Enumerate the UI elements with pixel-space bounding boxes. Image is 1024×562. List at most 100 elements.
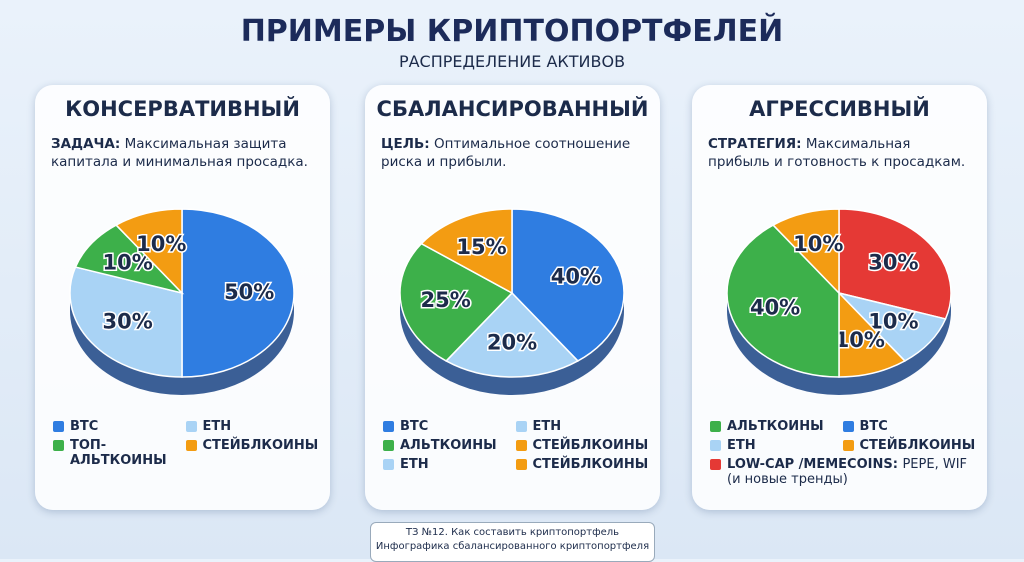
value-label: 20% bbox=[487, 330, 537, 354]
pie-slice bbox=[771, 208, 840, 295]
legend-note: PEPE, WIF (и новые тренды) bbox=[727, 457, 968, 487]
card-title: КОНСЕРВАТИВНЫЙ bbox=[65, 97, 300, 121]
legend-label: BTC bbox=[859, 419, 888, 434]
pie-slice bbox=[726, 224, 840, 378]
legend-label: АЛЬТКОИНЫ bbox=[400, 438, 497, 453]
legend-label: ETH bbox=[727, 438, 756, 453]
legend-item: ETH bbox=[185, 419, 319, 434]
legend-text: АЛЬТКОИНЫ bbox=[727, 419, 824, 434]
goal-label: СТРАТЕГИЯ: bbox=[708, 136, 802, 152]
legend: BTC ETH АЛЬТКОИНЫ СТЕЙБЛКОИНЫ ETH СТЕЙБЛКОИНЫ bbox=[383, 419, 648, 476]
legend-text: ETH bbox=[533, 419, 562, 434]
legend-item: LOW-CAP /MEMECOINS: PEPE, WIF (и новые т… bbox=[710, 457, 975, 487]
legend-item: АЛЬТКОИНЫ bbox=[383, 438, 516, 453]
pie-slice bbox=[420, 208, 513, 295]
value-label: 15% bbox=[456, 235, 506, 259]
legend-label: BTC bbox=[400, 419, 429, 434]
value-label: 10% bbox=[136, 232, 186, 256]
legend-text: СТЕЙБЛКОИНЫ bbox=[533, 438, 649, 453]
page-subtitle: РАСПРЕДЕЛЕНИЕ АКТИВОВ bbox=[398, 52, 626, 71]
legend-text: ETH bbox=[727, 438, 756, 453]
legend-text: BTC bbox=[70, 419, 98, 434]
portfolio-card: АГРЕССИВНЫЙ СТРАТЕГИЯ: Максимальная прибы… bbox=[692, 85, 987, 510]
footer: ТЗ №12. Как составить криптопортфель Инф… bbox=[370, 522, 655, 562]
card-title: АГРЕССИВНЫЙ bbox=[749, 97, 930, 121]
legend-text: СТЕЙБЛКОИНЫ bbox=[533, 457, 649, 472]
goal-label: ЗАДАЧА: bbox=[51, 136, 121, 152]
value-label: 50% bbox=[224, 280, 274, 304]
legend-swatch bbox=[185, 440, 197, 451]
legend-label: LOW-CAP /MEMECOINS: bbox=[727, 457, 898, 472]
legend-item: СТЕЙБЛКОИНЫ bbox=[185, 438, 319, 468]
legend-swatch bbox=[842, 421, 854, 432]
goal-text: Максимальная прибыль и готовность к прос… bbox=[708, 136, 966, 170]
legend-text: ETH bbox=[400, 457, 429, 472]
legend-item: ETH bbox=[710, 438, 843, 453]
legend-swatch bbox=[842, 440, 854, 451]
pie-chart: 50%30%10%10% bbox=[69, 208, 295, 395]
legend-swatch bbox=[515, 421, 527, 432]
legend-text: АЛЬТКОИНЫ bbox=[400, 438, 497, 453]
value-label: 10% bbox=[835, 328, 885, 352]
page-title: ПРИМЕРЫ КРИПТОПОРТФЕЛЕЙ bbox=[240, 14, 784, 49]
legend: АЛЬТКОИНЫ BTC ETH СТЕЙБЛКОИНЫ LOW-CAP /MEMEC… bbox=[710, 419, 975, 491]
legend-text: BTC bbox=[400, 419, 428, 434]
value-label: 40% bbox=[750, 296, 800, 320]
legend-swatch bbox=[710, 459, 721, 470]
value-label: 30% bbox=[868, 250, 918, 274]
legend-item: СТЕЙБЛКОИНЫ bbox=[842, 438, 976, 453]
legend-item: BTC bbox=[383, 419, 516, 434]
legend-item: BTC bbox=[842, 419, 976, 434]
legend-label: ETH bbox=[400, 457, 429, 472]
value-label: 40% bbox=[551, 264, 601, 288]
legend-label: ETH bbox=[202, 419, 232, 434]
pie-slice bbox=[838, 208, 952, 320]
legend-text: BTC bbox=[860, 419, 888, 434]
card-title: СБАЛАНСИРОВАННЫЙ bbox=[376, 97, 649, 121]
legend-item: СТЕЙБЛКОИНЫ bbox=[515, 457, 649, 472]
pie-slice bbox=[511, 208, 625, 362]
legend-text: ТОП-АЛЬТКОИНЫ bbox=[70, 438, 186, 468]
pie-slice bbox=[69, 266, 183, 378]
legend-swatch bbox=[515, 440, 527, 451]
goal-text: Максимальная защита капитала и минимальн… bbox=[51, 136, 308, 170]
pie-slice bbox=[114, 208, 183, 295]
legend-swatch bbox=[710, 440, 721, 451]
legend-item: АЛЬТКОИНЫ bbox=[710, 419, 843, 434]
pie-chart: 40% 20% 25% 15% bbox=[399, 208, 625, 395]
legend-swatch bbox=[383, 421, 394, 432]
goal: ЦЕЛЬ: Оптимальное соотношение риска и пр… bbox=[381, 135, 646, 171]
legend-item: ETH bbox=[515, 419, 649, 434]
footer-line: Инфографика сбалансированного криптопорт… bbox=[375, 541, 650, 552]
legend-label: СТЕЙБЛКОИНЫ bbox=[532, 438, 649, 453]
legend-text: СТЕЙБЛКОИНЫ bbox=[860, 438, 976, 453]
value-label: 25% bbox=[420, 288, 470, 312]
footer-line: ТЗ №12. Как составить криптопортфель bbox=[405, 527, 620, 538]
legend-swatch bbox=[383, 459, 394, 470]
legend-swatch bbox=[53, 440, 64, 451]
goal: СТРАТЕГИЯ: Максимальная прибыль и готовн… bbox=[708, 135, 973, 171]
legend-label: ТОП-АЛЬТКОИНЫ bbox=[70, 438, 167, 468]
legend-text: СТЕЙБЛКОИНЫ bbox=[203, 438, 319, 453]
legend-swatch bbox=[515, 459, 527, 470]
legend: BTC ETH ТОП-АЛЬТКОИНЫ СТЕЙБЛКОИНЫ bbox=[53, 419, 318, 472]
legend-swatch bbox=[383, 440, 394, 451]
legend-label: BTC bbox=[70, 419, 99, 434]
pie-chart: 30%10%10%40%10% bbox=[726, 208, 952, 395]
legend-swatch bbox=[710, 421, 721, 432]
legend-item: BTC bbox=[53, 419, 186, 434]
portfolio-card: СБАЛАНСИРОВАННЫЙ ЦЕЛЬ: Оптимальное соотно… bbox=[365, 85, 660, 510]
legend-label: АЛЬТКОИНЫ bbox=[727, 419, 824, 434]
legend-item: ETH bbox=[383, 457, 516, 472]
value-label: 10% bbox=[793, 232, 843, 256]
pie-slice bbox=[444, 291, 580, 378]
legend-text: LOW-CAP /MEMECOINS: PEPE, WIF (и новые т… bbox=[727, 457, 975, 487]
goal-label: ЦЕЛЬ: bbox=[381, 136, 430, 152]
legend-item: ТОП-АЛЬТКОИНЫ bbox=[53, 438, 186, 468]
pie-slice bbox=[399, 242, 514, 362]
legend-item: СТЕЙБЛКОИНЫ bbox=[515, 438, 649, 453]
portfolio-card: КОНСЕРВАТИВНЫЙ ЗАДАЧА: Максимальная защит… bbox=[35, 85, 330, 510]
legend-label: СТЕЙБЛКОИНЫ bbox=[532, 457, 649, 472]
legend-label: ETH bbox=[532, 419, 562, 434]
